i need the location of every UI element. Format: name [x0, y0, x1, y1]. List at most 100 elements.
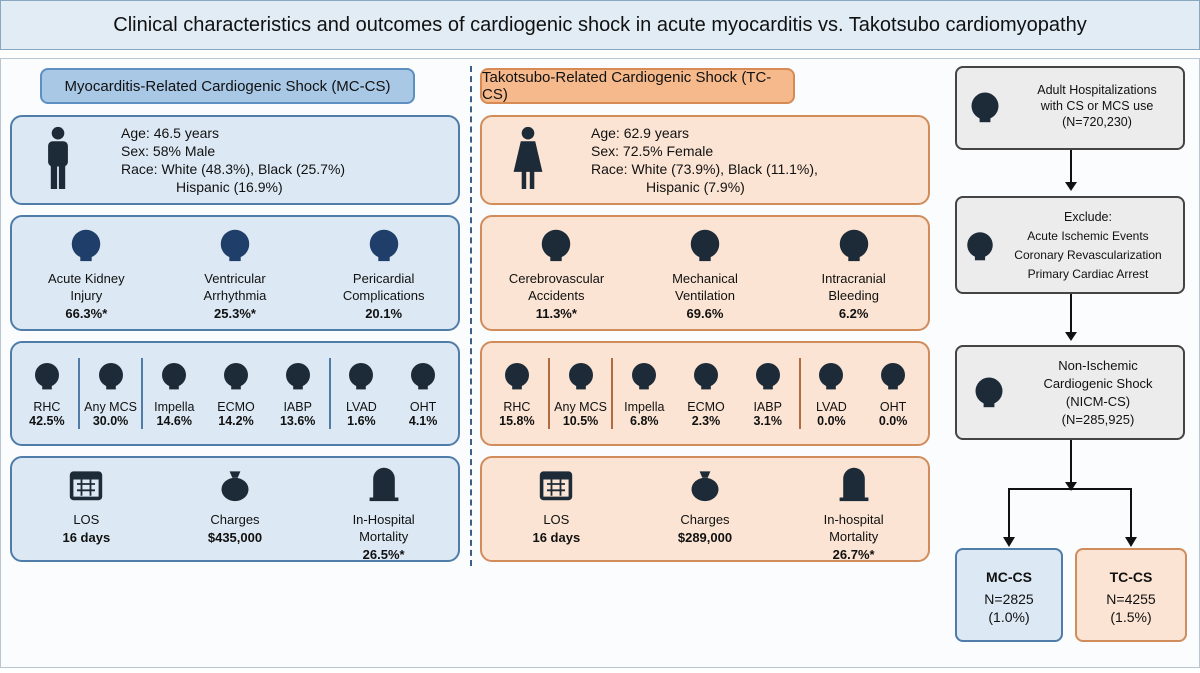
icon [752, 359, 784, 394]
icon [686, 225, 724, 266]
procedure-label: IABP [753, 400, 782, 414]
procedure-label: ECMO [687, 400, 725, 414]
procedure-value: 14.2% [218, 414, 254, 428]
flow-line: Non-Ischemic [1058, 358, 1138, 373]
icon [537, 225, 575, 266]
icon-svg [513, 126, 543, 189]
procedure-label: OHT [879, 400, 907, 414]
outcome: LOS 16 days [21, 466, 151, 545]
procedure: RHC 15.8% [489, 359, 545, 428]
tc-panel: Takotsubo-Related Cardiogenic Shock (TC-… [480, 66, 935, 566]
icon [67, 225, 105, 266]
flow-group-title: MC-CS [986, 569, 1032, 585]
icon-svg [690, 229, 720, 262]
outcome: In-Hospital Mortality 26.5%* [319, 466, 449, 562]
icon [68, 466, 104, 505]
icon [366, 466, 402, 505]
procedure-label: Impella [154, 400, 195, 414]
flow-line: Adult Hospitalizations [1037, 83, 1157, 97]
icon-svg [98, 363, 123, 390]
flow-line: (1.0%) [988, 609, 1030, 625]
procedure-value: 1.6% [347, 414, 376, 428]
procedure-label: Any MCS [84, 400, 137, 414]
icon-svg [693, 363, 718, 390]
procedure: ECMO 14.2% [208, 359, 264, 428]
icon-svg [369, 229, 398, 262]
procedure-label: IABP [283, 400, 312, 414]
procedure: Any MCS 30.0% [83, 359, 139, 428]
flow-tc: TC-CS N=4255 (1.5%) [1075, 548, 1187, 642]
divider [470, 66, 472, 566]
outcome-value: $435,000 [207, 530, 263, 545]
icon [565, 359, 597, 394]
procedure: ECMO 2.3% [678, 359, 734, 428]
procedure: LVAD 1.6% [333, 359, 389, 428]
arrow-line [1130, 488, 1132, 540]
flow-line: with CS or MCS use [1040, 99, 1154, 113]
outcome-value: 16 days [532, 530, 581, 545]
icon-svg [411, 363, 436, 390]
complication: Pericardial Complications 20.1% [319, 225, 449, 321]
arrow-line [1070, 150, 1072, 188]
procedure: OHT 4.1% [395, 359, 451, 428]
arrow-line [1008, 488, 1010, 540]
procedure-value: 0.0% [878, 414, 908, 428]
icon [217, 466, 253, 505]
complication-value: 20.1% [365, 306, 403, 321]
icon [971, 373, 1007, 414]
arrow-line [1070, 440, 1072, 488]
procedure: IABP 3.1% [740, 359, 796, 428]
procedure-value: 14.6% [156, 414, 192, 428]
demographics-card: Age: 62.9 years Sex: 72.5% Female Race: Wh… [480, 115, 930, 205]
icon-svg [221, 471, 249, 502]
complication-value: 66.3%* [65, 306, 108, 321]
complication-value: 6.2% [838, 306, 869, 321]
complication-label: Pericardial Complications [342, 271, 425, 303]
demographic-line: Sex: 72.5% Female [591, 143, 714, 159]
arrow-head [1003, 537, 1015, 547]
flow-start: Adult Hospitalizations with CS or MCS use… [955, 66, 1185, 150]
icon-svg [504, 363, 529, 390]
section-header: Myocarditis-Related Cardiogenic Shock (M… [40, 68, 415, 104]
procedure-value: 0.0% [817, 414, 846, 428]
outcome: Charges $435,000 [170, 466, 300, 545]
procedure-label: LVAD [346, 400, 377, 414]
icon-svg [819, 363, 844, 390]
flow-line: N=4255 [1106, 591, 1156, 607]
exclude-item: Acute Ischemic Events [1027, 229, 1149, 243]
arrow-head [1065, 332, 1077, 341]
icon [687, 466, 723, 505]
complication: Ventricular Arrhythmia 25.3%* [170, 225, 300, 321]
outcome-label: Charges [210, 512, 260, 527]
outcome-label: In-Hospital Mortality [352, 512, 415, 544]
icon [40, 126, 76, 194]
outcome-label: Charges [680, 512, 730, 527]
title: Clinical characteristics and outcomes of… [0, 0, 1200, 50]
icon [216, 225, 254, 266]
demographics-list: Age: 46.5 years Sex: 58% Male Race: White … [121, 124, 345, 196]
procedure-label: Impella [624, 400, 665, 414]
procedures-row: RHC 15.8% Any MCS 10.5% Impella 6.8% ECMO 2.3% I… [482, 343, 928, 444]
outcome-value: 16 days [62, 530, 111, 545]
complication-label: Cerebrovascular Accidents [508, 271, 605, 303]
procedure-value: 4.1% [408, 414, 438, 428]
icon [877, 359, 909, 394]
exclude-item: Primary Cardiac Arrest [1027, 267, 1149, 281]
flow-line: Cardiogenic Shock [1043, 376, 1153, 391]
icon-svg [48, 126, 68, 189]
arrow-head [1125, 537, 1137, 547]
icon [345, 359, 377, 394]
flow-exclude: Exclude: Acute Ischemic Events Coronary Re… [955, 196, 1185, 294]
icon-svg [691, 471, 719, 502]
flow-mc: MC-CS N=2825 (1.0%) [955, 548, 1063, 642]
outcomes-card: LOS 16 days Charges $289,000 In-hospital Mor… [480, 456, 930, 562]
outcomes-card: LOS 16 days Charges $435,000 In-Hospital Mor… [10, 456, 460, 562]
arrow-head [1065, 482, 1077, 491]
icon [963, 228, 997, 268]
procedure: Any MCS 10.5% [553, 359, 609, 428]
outcome: Charges $289,000 [640, 466, 770, 545]
icon [365, 225, 403, 266]
procedure-value: 10.5% [562, 414, 599, 428]
demographic-line: Sex: 58% Male [121, 143, 216, 159]
icon-svg [540, 471, 573, 501]
